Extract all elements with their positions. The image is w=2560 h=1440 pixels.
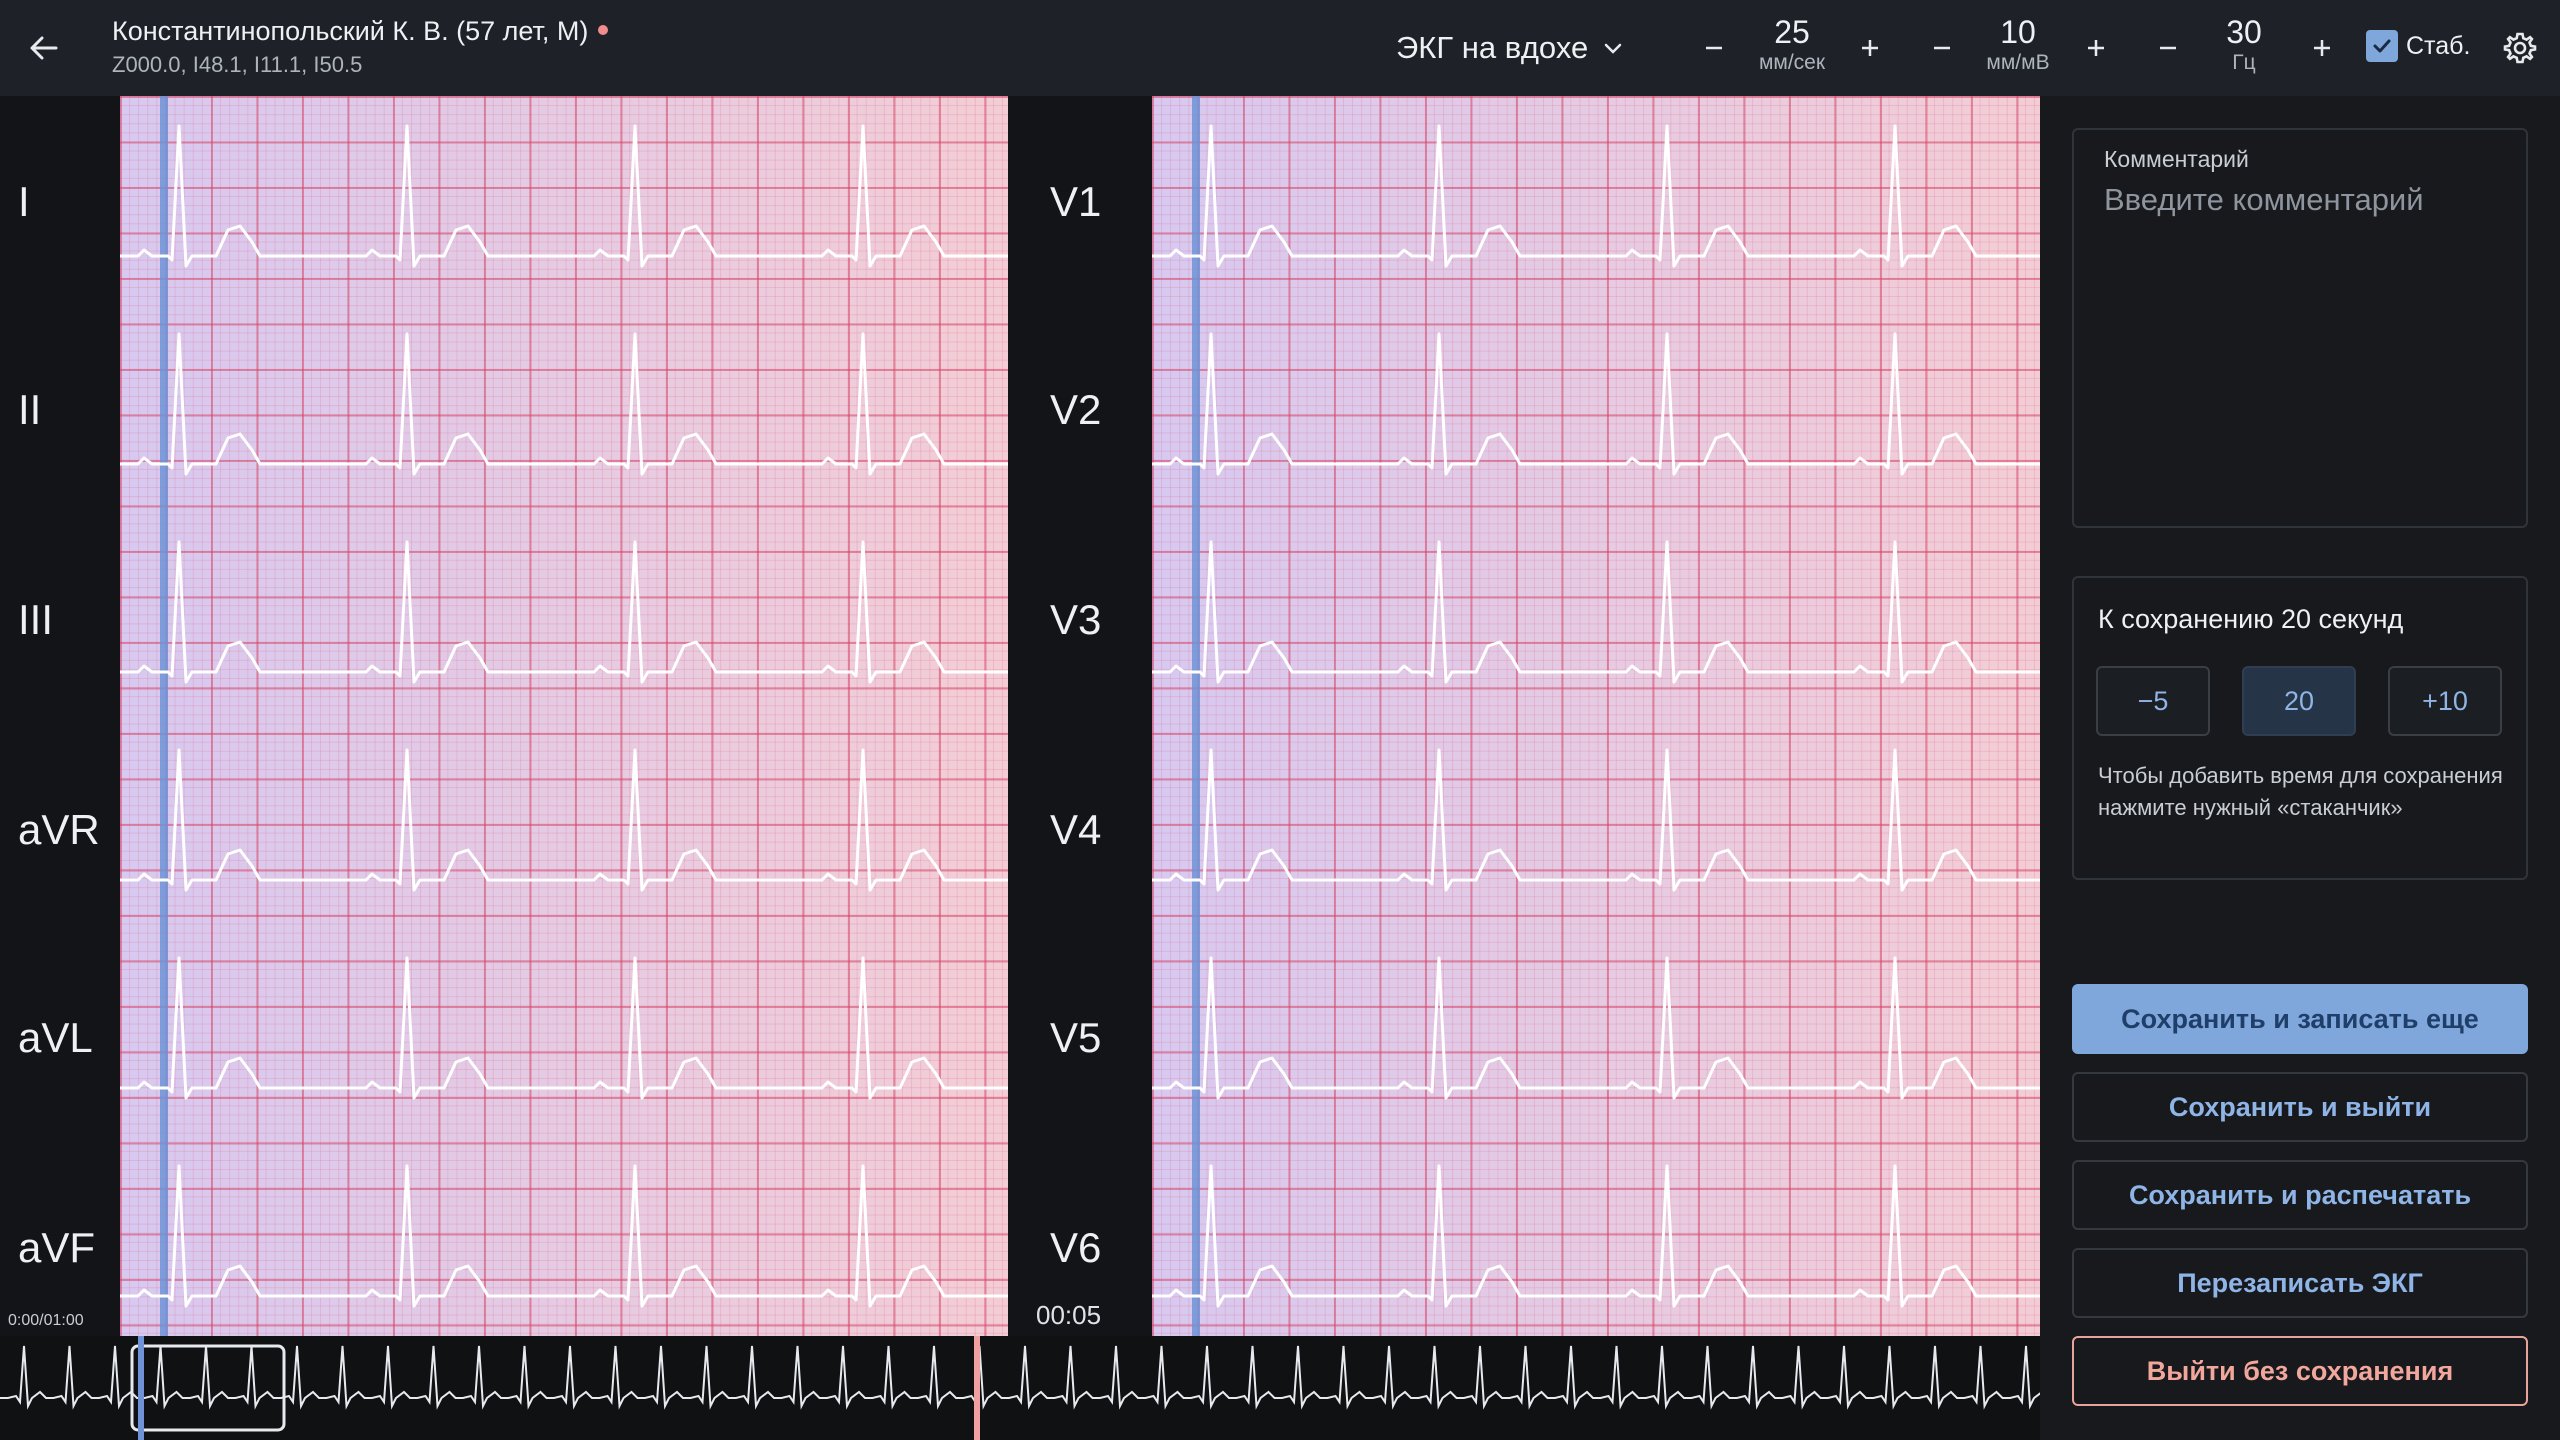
ecg-trace: [1152, 332, 2040, 476]
comment-label: Комментарий: [2104, 146, 2249, 172]
stabilization-toggle[interactable]: Стаб.: [2366, 30, 2470, 62]
lead-label-aVL: aVL: [18, 1014, 93, 1061]
ecg-trace: [120, 1164, 1008, 1308]
save-duration-box: К сохранению 20 секунд −5 20 +10 Чтобы д…: [2072, 576, 2528, 880]
lead-label-II: II: [18, 386, 42, 433]
filter-decrease-button[interactable]: [2144, 24, 2192, 72]
gain-increase-button[interactable]: [2072, 24, 2120, 72]
gear-icon: [2503, 32, 2537, 64]
ecg-trace: [120, 332, 1008, 476]
plus-icon: [2314, 40, 2330, 56]
filter-unit: Гц: [2232, 51, 2256, 74]
ecg-panel-limb-leads: [120, 96, 1008, 1336]
settings-button[interactable]: [2496, 24, 2544, 72]
time-position: 0:00/01:00: [8, 1312, 84, 1329]
cup-minus-5-button[interactable]: −5: [2096, 666, 2210, 736]
check-icon: [2373, 39, 2391, 53]
ecg-trace: [120, 748, 1008, 892]
timeline-overview-trace: [0, 1336, 2040, 1440]
timeline-recording-end-marker: [974, 1336, 980, 1440]
lead-label-V6: V6: [1050, 1224, 1102, 1271]
minus-icon: [1934, 46, 1950, 50]
ecg-trace: [1152, 124, 2040, 268]
patient-name-text: Константинопольский К. В. (57 лет, М): [112, 16, 589, 46]
playback-cursor[interactable]: [160, 96, 168, 1336]
plus-icon: [2088, 40, 2104, 56]
back-button[interactable]: [20, 24, 68, 72]
filter-value: 30 Гц: [2184, 14, 2304, 74]
plus-icon: [1862, 40, 1878, 56]
gain-unit: мм/мВ: [1986, 51, 2050, 74]
cup-20-button[interactable]: 20: [2242, 666, 2356, 736]
save-duration-hint: Чтобы добавить время для сохранения нажм…: [2098, 763, 2503, 820]
ecg-mode-select[interactable]: ЭКГ на вдохе: [1396, 24, 1624, 72]
save-duration-title: К сохранению 20 секунд: [2098, 604, 2404, 634]
ecg-trace: [120, 540, 1008, 684]
speed-decrease-button[interactable]: [1690, 24, 1738, 72]
ecg-trace: [1152, 748, 2040, 892]
filter-number: 30: [2226, 14, 2262, 50]
ecg-trace: [120, 124, 1008, 268]
cup-plus-10-button[interactable]: +10: [2388, 666, 2502, 736]
gain-value: 10 мм/мВ: [1958, 14, 2078, 74]
speed-unit: мм/сек: [1758, 51, 1826, 74]
chevron-down-icon: [1604, 43, 1622, 54]
lead-label-V4: V4: [1050, 806, 1102, 853]
comment-input[interactable]: [2102, 180, 2506, 504]
save-and-exit-button[interactable]: Сохранить и выйти: [2072, 1072, 2528, 1142]
ecg-traces-limb: [120, 96, 1008, 1336]
diagnosis-codes: Z000.0, I48.1, I11.1, I50.5: [112, 52, 363, 77]
current-time: 00:05: [1036, 1300, 1102, 1330]
recording-indicator: [598, 24, 609, 35]
patient-name: Константинопольский К. В. (57 лет, М): [112, 16, 609, 47]
stabilization-label: Стаб.: [2406, 31, 2471, 60]
comment-box[interactable]: Комментарий: [2072, 128, 2528, 528]
save-and-print-button[interactable]: Сохранить и распечатать: [2072, 1160, 2528, 1230]
lead-label-V2: V2: [1050, 386, 1102, 433]
lead-label-V5: V5: [1050, 1014, 1102, 1061]
ecg-traces-chest: [1152, 96, 2040, 1336]
gain-number: 10: [2000, 14, 2036, 50]
lead-label-III: III: [18, 596, 54, 643]
speed-number: 25: [1774, 14, 1810, 50]
minus-icon: [1706, 46, 1722, 50]
ecg-trace: [1152, 1164, 2040, 1308]
speed-value: 25 мм/сек: [1732, 14, 1852, 74]
timeline-playhead[interactable]: [138, 1336, 144, 1440]
lead-label-I: I: [18, 178, 30, 225]
lead-label-V3: V3: [1050, 596, 1102, 643]
timeline-view-window[interactable]: [130, 1344, 286, 1432]
exit-without-saving-button[interactable]: Выйти без сохранения: [2072, 1336, 2528, 1406]
top-bar: Константинопольский К. В. (57 лет, М) Z0…: [0, 0, 2560, 96]
ecg-trace: [1152, 540, 2040, 684]
rerecord-button[interactable]: Перезаписать ЭКГ: [2072, 1248, 2528, 1318]
gain-decrease-button[interactable]: [1918, 24, 1966, 72]
lead-label-V1: V1: [1050, 178, 1102, 225]
recording-timeline[interactable]: [0, 1336, 2040, 1440]
timeline-trace: [0, 1345, 2040, 1410]
lead-label-aVF: aVF: [18, 1224, 96, 1271]
playback-cursor[interactable]: [1192, 96, 1200, 1336]
ecg-mode-label: ЭКГ на вдохе: [1396, 30, 1589, 65]
ecg-trace: [1152, 956, 2040, 1100]
ecg-trace: [120, 956, 1008, 1100]
speed-increase-button[interactable]: [1846, 24, 1894, 72]
save-and-record-button[interactable]: Сохранить и записать еще: [2072, 984, 2528, 1054]
filter-increase-button[interactable]: [2298, 24, 2346, 72]
ecg-panel-chest-leads: [1152, 96, 2040, 1336]
lead-label-aVR: aVR: [18, 806, 100, 853]
arrow-left-icon: [30, 36, 58, 60]
stabilization-checkbox[interactable]: [2366, 30, 2398, 62]
minus-icon: [2160, 46, 2176, 50]
